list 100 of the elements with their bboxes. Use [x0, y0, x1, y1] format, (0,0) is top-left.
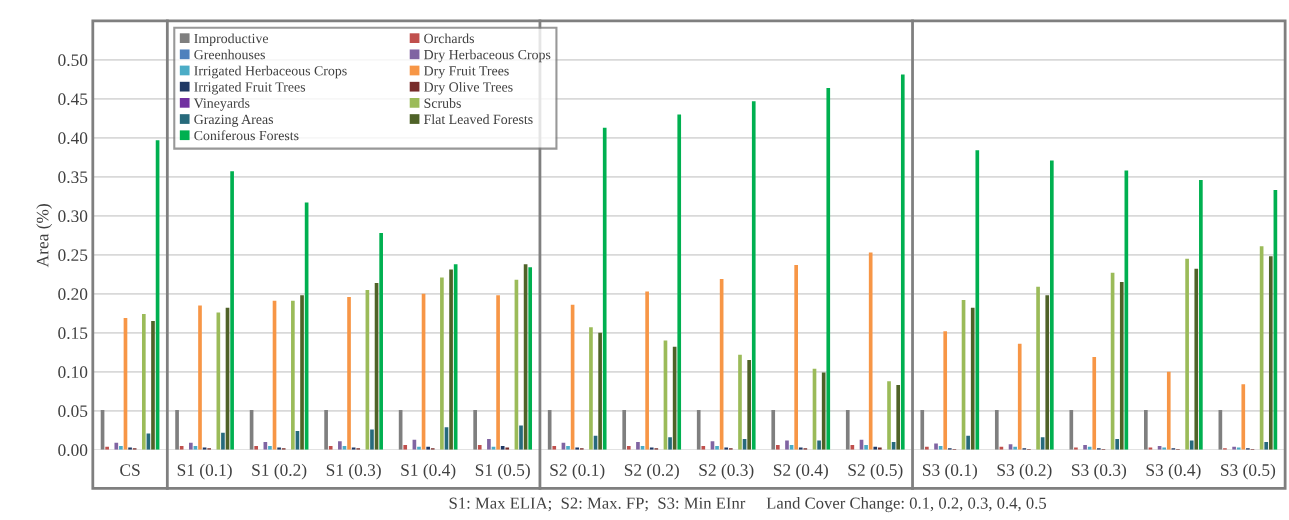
x-tick-label: S2 (0.4) — [773, 463, 828, 480]
bar — [677, 114, 682, 450]
bar — [1189, 440, 1194, 450]
bar — [1017, 343, 1022, 450]
x-tick-label: S2 (0.1) — [550, 463, 605, 480]
y-tick-label: 0.50 — [58, 54, 88, 67]
bar — [141, 314, 146, 450]
bar — [845, 410, 850, 450]
legend-label: Irrigated Fruit Trees — [194, 81, 306, 95]
bar — [1119, 282, 1124, 450]
bar — [868, 252, 873, 450]
y-tick-label: 0.05 — [58, 405, 88, 418]
bar — [598, 332, 602, 450]
legend-label: Greenhouses — [194, 49, 265, 60]
bar — [519, 425, 523, 450]
bar — [291, 300, 295, 450]
x-tick-label: S2 (0.3) — [699, 463, 754, 480]
bar — [747, 360, 751, 450]
y-tick-label: 0.20 — [58, 288, 88, 301]
bar — [198, 305, 202, 450]
bar — [221, 432, 225, 450]
legend-label: Dry Herbaceous Crops — [424, 49, 551, 63]
bar — [114, 442, 119, 450]
bar — [751, 101, 756, 450]
bar — [943, 331, 948, 450]
bar — [636, 442, 640, 450]
x-tick-label: S1 (0.4) — [401, 463, 456, 480]
bar — [324, 410, 328, 450]
legend-label: Scrubs — [424, 98, 461, 108]
bar — [528, 267, 533, 450]
bar — [826, 87, 831, 450]
bar — [175, 410, 179, 450]
bar — [900, 74, 905, 450]
bar — [1194, 268, 1199, 450]
bar — [1115, 438, 1120, 450]
bar — [1069, 410, 1074, 450]
bar — [473, 410, 477, 450]
bar — [496, 295, 500, 450]
legend-label: Grazing Areas — [194, 114, 274, 127]
bar — [338, 441, 342, 450]
x-tick-label: S3 (0.2) — [997, 463, 1052, 480]
x-tick-label: S3 (0.4) — [1146, 463, 1201, 480]
bar — [1049, 160, 1054, 450]
bar — [645, 291, 649, 450]
x-tick-label: S3 (0.1) — [922, 463, 977, 480]
bar — [547, 410, 552, 450]
bar — [440, 277, 444, 450]
bar — [864, 445, 868, 450]
bar — [347, 296, 351, 450]
y-tick-label: 0.10 — [58, 366, 88, 379]
bar — [477, 445, 482, 450]
legend-label: Orchards — [424, 33, 474, 44]
bar — [1264, 442, 1269, 450]
y-tick-label: 0.30 — [58, 210, 88, 223]
bar — [668, 437, 672, 450]
bar — [151, 321, 155, 450]
bar — [230, 171, 234, 450]
bar — [775, 445, 780, 450]
x-tick-label: S2 (0.2) — [624, 463, 679, 480]
y-tick-label: 0.25 — [58, 249, 88, 262]
bar — [966, 435, 970, 450]
bar — [994, 410, 999, 450]
bar — [1241, 384, 1246, 450]
x-tick-label: S3 (0.3) — [1072, 463, 1127, 480]
bar — [370, 429, 374, 450]
bar — [602, 127, 607, 450]
y-tick-label: 0.40 — [58, 132, 88, 145]
y-tick-label: 0.35 — [58, 171, 88, 184]
bar — [738, 354, 742, 450]
x-tick-label: CS — [120, 464, 140, 476]
bar — [1144, 410, 1148, 450]
legend-label: Dry Fruit Trees — [424, 66, 509, 79]
bar — [970, 307, 975, 450]
bar — [1092, 356, 1097, 450]
bar — [920, 410, 925, 450]
legend-label: Irrigated Herbaceous Crops — [194, 65, 347, 79]
x-tick-label: S2 (0.5) — [848, 463, 903, 480]
bar — [887, 381, 891, 450]
bar — [1268, 256, 1273, 450]
y-axis-title: Area (%) — [36, 204, 53, 268]
bar — [1045, 295, 1050, 450]
legend-label: Coniferous Forests — [194, 130, 299, 141]
legend-label: Flat Leaved Forests — [424, 114, 533, 125]
x-tick-label: S1 (0.5) — [475, 463, 530, 480]
bar — [589, 327, 593, 450]
x-tick-label: S1 (0.3) — [326, 463, 381, 480]
bar — [771, 410, 776, 450]
bar — [975, 150, 980, 450]
bar — [821, 372, 826, 450]
legend-label: Dry Olive Trees — [424, 81, 513, 95]
bar — [449, 269, 453, 450]
bar — [300, 295, 304, 450]
bar — [817, 440, 821, 450]
bar — [487, 438, 491, 450]
bar — [189, 442, 193, 450]
x-tick-label: S1 (0.2) — [252, 463, 307, 480]
x-tick-label: S1 (0.1) — [177, 463, 232, 480]
bar — [379, 232, 383, 450]
bar — [1083, 445, 1087, 450]
y-tick-label: 0.45 — [58, 93, 88, 106]
